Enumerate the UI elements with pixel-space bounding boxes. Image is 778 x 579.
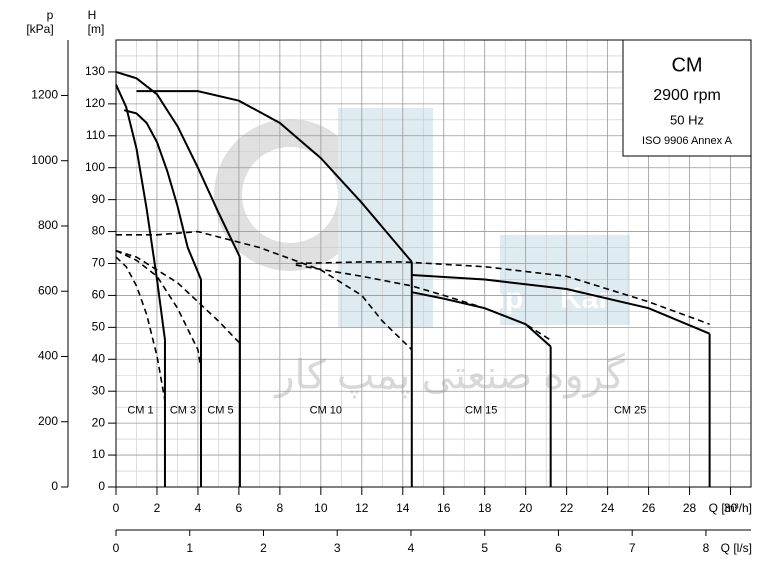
y2-tick-label: 1200 (31, 88, 58, 102)
y-tick-label: 10 (92, 447, 106, 461)
y2-unit: [kPa] (26, 22, 53, 36)
x-tick-label: 10 (314, 501, 328, 515)
plot: 0 2 4 6 8 10 12 14 16 18 20 22 24 26 28 300 1 2 3 4 5 6 7 80102… (31, 39, 752, 555)
x-tick-label: 8 (277, 501, 284, 515)
y-tick-label: 110 (86, 128, 105, 142)
x2-tick-label: 1 (186, 541, 193, 555)
y2-tick-label: 800 (38, 218, 58, 232)
x2-tick-label: 5 (481, 541, 488, 555)
y2-tick-label: 600 (38, 283, 58, 297)
info-box (622, 39, 752, 157)
y-tick-label: 60 (92, 288, 106, 302)
pump-label: CM 10 (310, 404, 342, 416)
y-unit: [m] (88, 22, 105, 36)
watermark-block (500, 235, 630, 325)
plot-frame (115, 39, 752, 488)
y-tick-label: 100 (85, 160, 105, 174)
watermark-text: Kar (560, 282, 610, 315)
x-label: Q [m³/h] (709, 501, 752, 515)
pump-curve (115, 249, 241, 344)
pump-label: CM 25 (614, 404, 646, 416)
x-tick-label: 22 (560, 501, 574, 515)
info-text: ISO 9906 Annex A (642, 135, 733, 147)
y2-tick-label: 200 (38, 414, 58, 428)
x-tick-label: 24 (601, 501, 615, 515)
x2-tick-label: 3 (334, 541, 341, 555)
y-tick-label: 120 (85, 96, 105, 110)
y-tick-label: 30 (92, 383, 106, 397)
y-tick-label: 90 (92, 192, 106, 206)
pump-curve (123, 109, 202, 280)
x2-tick-label: 2 (260, 541, 267, 555)
x-tick-label: 18 (478, 501, 492, 515)
y-label: H (88, 8, 97, 22)
watermark-gear (214, 119, 366, 271)
x-tick-label: 2 (154, 501, 161, 515)
x-tick-label: 28 (683, 501, 697, 515)
pump-label: CM 15 (465, 404, 497, 416)
y-tick-label: 130 (85, 64, 105, 78)
pump-label: CM 1 (127, 404, 153, 416)
pump-curve (115, 249, 202, 370)
info-text: 2900 rpm (653, 87, 721, 104)
pump-curve (136, 90, 413, 263)
pump-curve (115, 84, 166, 341)
x-tick-label: 0 (113, 501, 120, 515)
x2-tick-label: 0 (113, 541, 120, 555)
pump-label: CM 3 (170, 404, 196, 416)
pump-curve (115, 70, 241, 258)
x-tick-label: 14 (396, 501, 410, 515)
y-tick-label: 40 (92, 351, 106, 365)
x-tick-label: 26 (642, 501, 656, 515)
x2-tick-label: 8 (703, 541, 710, 555)
y-tick-label: 70 (92, 256, 106, 270)
y2-tick-label: 400 (38, 349, 58, 363)
x-tick-label: 12 (355, 501, 369, 515)
x2-tick-label: 7 (629, 541, 636, 555)
y-tick-label: 80 (92, 224, 106, 238)
info-text: CM (671, 54, 702, 76)
x-tick-label: 4 (195, 501, 202, 515)
y-tick-label: 50 (92, 320, 106, 334)
info-text: 50 Hz (670, 112, 704, 127)
x2-tick-label: 4 (408, 541, 415, 555)
pump-curve (295, 264, 552, 341)
y2-label: p (47, 8, 54, 22)
y2-tick-label: 1000 (31, 153, 58, 167)
y-tick-label: 0 (98, 479, 105, 493)
x-tick-label: 16 (437, 501, 451, 515)
pump-curve (115, 256, 166, 401)
y2-tick-label: 0 (51, 479, 58, 493)
pump-label: CM 5 (207, 404, 233, 416)
x2-tick-label: 6 (555, 541, 562, 555)
y-tick-label: 20 (92, 415, 106, 429)
x-tick-label: 6 (236, 501, 243, 515)
pump-curve (411, 274, 710, 335)
x2-label: Q [l/s] (721, 541, 752, 555)
x-tick-label: 20 (519, 501, 533, 515)
x-tick-label: 30 (724, 501, 738, 515)
watermark-block (338, 108, 433, 328)
